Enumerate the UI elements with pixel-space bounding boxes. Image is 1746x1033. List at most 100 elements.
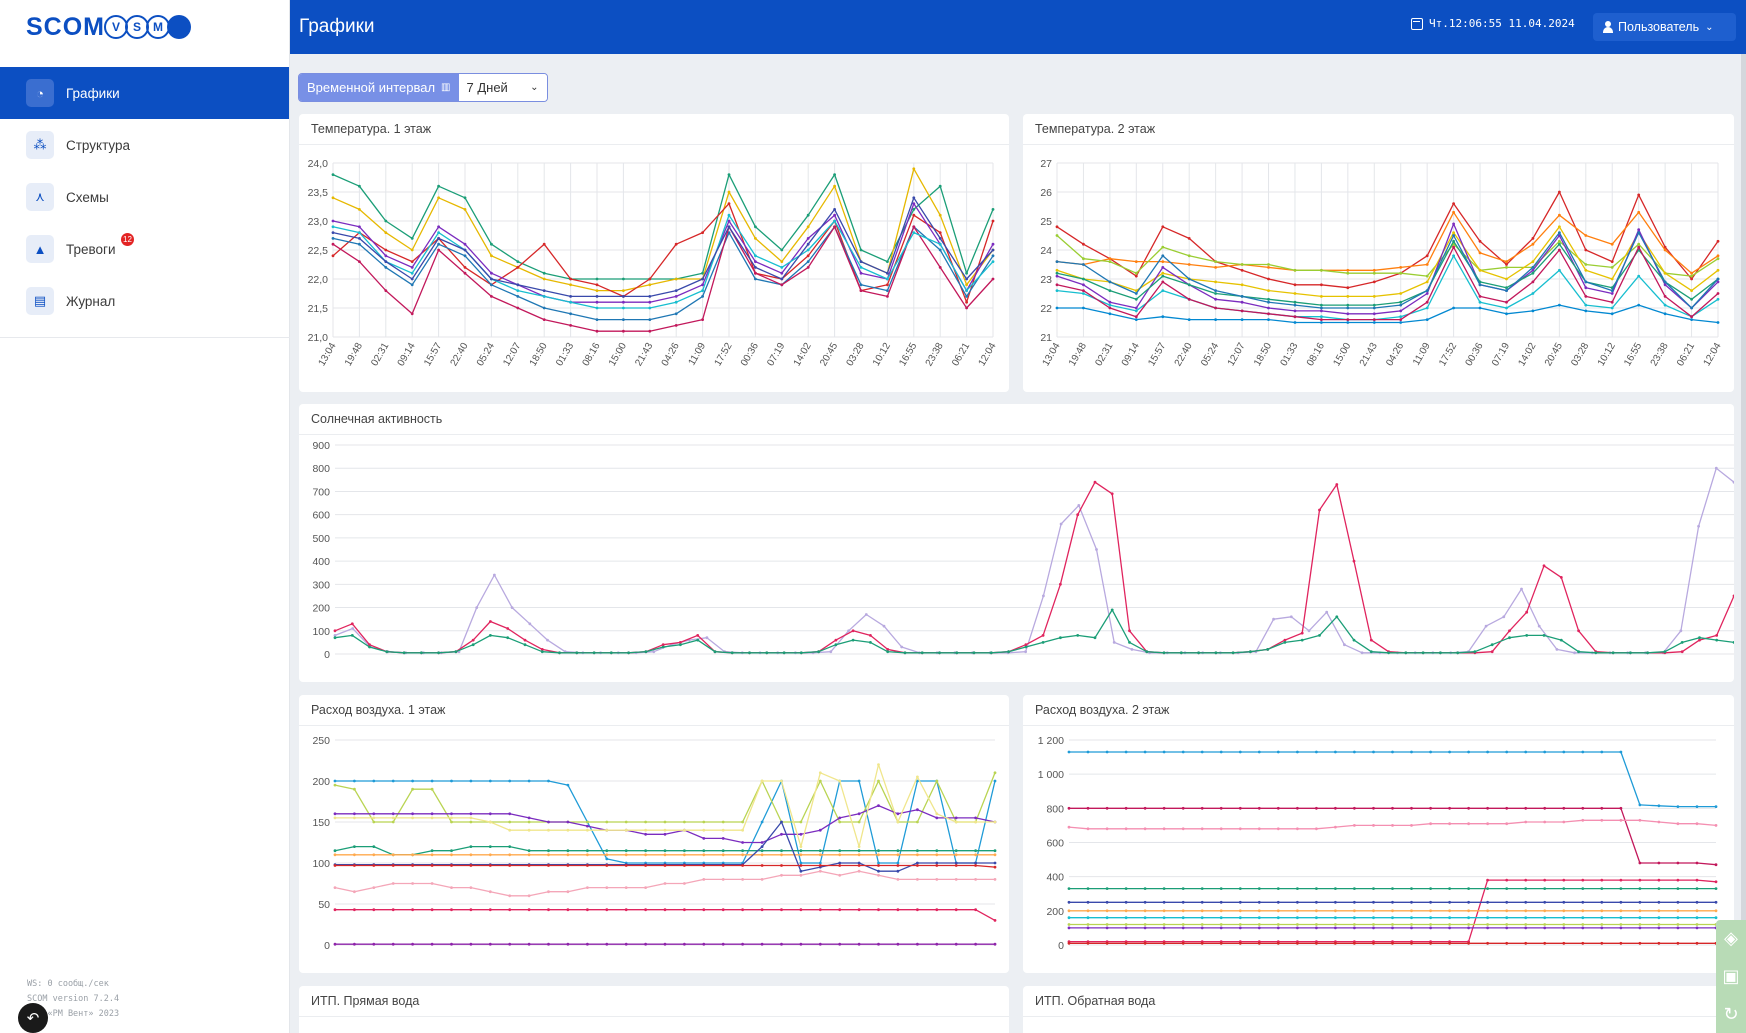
- data-point: [333, 849, 337, 853]
- data-point: [938, 184, 942, 188]
- data-point: [1452, 245, 1455, 249]
- data-point: [391, 882, 395, 885]
- data-point: [1486, 923, 1489, 926]
- data-point: [857, 869, 861, 873]
- data-point: [1187, 297, 1191, 301]
- data-point: [1410, 909, 1413, 913]
- data-point: [1128, 629, 1131, 633]
- data-point: [1318, 508, 1321, 512]
- data-point: [1558, 268, 1561, 272]
- data-point: [592, 651, 596, 655]
- sidebar-item-structure[interactable]: ⁂ Структура: [0, 119, 289, 171]
- data-point: [411, 787, 414, 791]
- data-point: [1346, 306, 1350, 310]
- logo[interactable]: SCOM V S M: [0, 0, 289, 54]
- data-point: [410, 266, 414, 269]
- data-point: [490, 277, 493, 281]
- data-point: [1267, 289, 1270, 292]
- data-point: [754, 237, 757, 240]
- data-point: [586, 908, 589, 912]
- sidebar-item-alarms[interactable]: ▲ Тревоги 12: [0, 223, 289, 275]
- data-point: [411, 779, 414, 783]
- data-point: [1581, 909, 1585, 913]
- data-point: [1257, 827, 1261, 831]
- data-point: [1663, 283, 1667, 287]
- data-point: [1690, 315, 1693, 319]
- x-tick-label: 22:40: [1173, 341, 1195, 369]
- x-tick-label: 23:38: [924, 341, 946, 369]
- data-point: [1657, 923, 1661, 926]
- data-point: [965, 283, 968, 287]
- data-point: [605, 857, 609, 861]
- data-point: [701, 295, 704, 298]
- x-tick-label: 11:09: [1411, 341, 1433, 368]
- data-point: [818, 861, 822, 865]
- sidebar-item-schemes[interactable]: ⋏ Схемы: [0, 171, 289, 223]
- data-point: [547, 942, 550, 946]
- data-point: [877, 942, 880, 946]
- data-point: [644, 864, 647, 867]
- data-point: [1108, 312, 1112, 316]
- data-point: [974, 942, 977, 946]
- sidebar-item-journal[interactable]: ▤ Журнал: [0, 275, 289, 327]
- data-point: [1467, 923, 1470, 926]
- data-point: [1429, 916, 1432, 920]
- data-point: [1600, 923, 1604, 926]
- data-point: [702, 849, 706, 853]
- data-point: [1663, 280, 1667, 284]
- data-point: [780, 873, 783, 877]
- video-icon[interactable]: ▣: [1722, 965, 1740, 986]
- sidebar-item-charts[interactable]: ◔ Графики: [0, 67, 289, 119]
- data-point: [1200, 916, 1204, 920]
- bar-chart-icon: ▥: [441, 82, 451, 93]
- data-point: [508, 820, 512, 824]
- data-point: [1581, 941, 1585, 945]
- data-point: [1296, 887, 1299, 890]
- data-point: [1276, 909, 1280, 913]
- user-menu-button[interactable]: Пользователь ⌄: [1593, 13, 1736, 41]
- x-tick-label: 20:45: [1543, 341, 1565, 369]
- chart-temp-floor1: 24,0 23,5 23,0 22,5 22,0 21,5 21,013:04 19:48 02…: [308, 158, 999, 369]
- data-point: [1214, 289, 1217, 292]
- data-point: [1676, 878, 1680, 882]
- data-point: [1257, 750, 1261, 754]
- data-point: [972, 651, 976, 655]
- data-point: [727, 173, 731, 176]
- data-point: [896, 820, 900, 824]
- data-point: [857, 908, 861, 912]
- series-line: [1056, 231, 1719, 309]
- data-point: [508, 853, 512, 857]
- data-point: [1267, 312, 1270, 316]
- data-point: [609, 651, 613, 655]
- data-point: [1581, 878, 1585, 882]
- data-point: [463, 248, 467, 252]
- data-point: [469, 942, 473, 946]
- refresh-icon[interactable]: ↻: [1723, 1003, 1739, 1024]
- data-point: [1257, 900, 1261, 904]
- series-line: [332, 202, 994, 303]
- data-point: [1581, 750, 1585, 754]
- data-point: [1573, 651, 1576, 655]
- data-point: [508, 828, 512, 832]
- data-point: [1638, 923, 1642, 926]
- x-tick-label: 16:55: [897, 341, 919, 369]
- data-point: [1638, 887, 1642, 890]
- series-line: [332, 168, 994, 292]
- data-point: [916, 908, 919, 912]
- data-point: [1531, 280, 1535, 284]
- data-point: [721, 837, 725, 840]
- data-point: [410, 271, 414, 275]
- data-point: [663, 828, 667, 832]
- navigate-icon[interactable]: ◈: [1724, 928, 1738, 949]
- data-point: [1181, 916, 1185, 920]
- data-point: [586, 849, 589, 853]
- data-point: [920, 651, 924, 655]
- data-point: [540, 648, 544, 651]
- data-point: [760, 779, 764, 783]
- back-button[interactable]: ↶: [18, 1003, 48, 1033]
- interval-dropdown[interactable]: 7 Дней ⌄: [458, 74, 547, 101]
- scrollbar[interactable]: [1741, 54, 1746, 934]
- data-point: [993, 771, 997, 775]
- y-tick-label: 800: [1046, 803, 1064, 815]
- data-point: [1619, 750, 1623, 754]
